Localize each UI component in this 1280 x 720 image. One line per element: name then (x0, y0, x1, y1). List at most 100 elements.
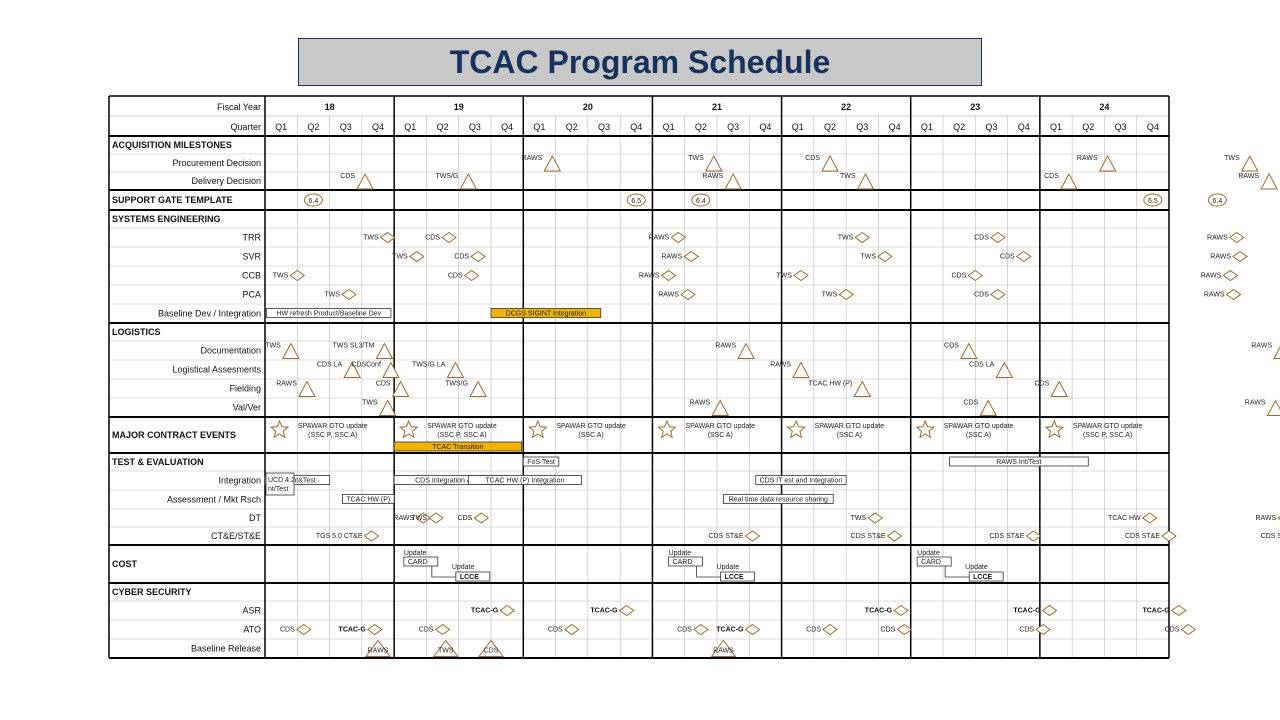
milestone-label: CDS (1019, 627, 1034, 634)
contract-label: (SSC A) (837, 432, 862, 439)
contract-label: (SSC A) (708, 432, 733, 439)
milestone-diamond (428, 512, 444, 524)
milestone-label: RAWS (658, 292, 679, 299)
contract-label: SPAWAR GTO update (815, 423, 885, 430)
gate-label: 6.5 (1148, 198, 1158, 205)
milestone-label: TWS/G (445, 381, 468, 388)
bar-label: RAWS Int/Test (996, 459, 1041, 466)
row-label: TRR (243, 233, 262, 243)
milestone-label: CDS (1044, 173, 1059, 180)
quarter-header: Q2 (953, 122, 965, 132)
schedule-bar (266, 308, 392, 318)
bar-label: 4.7 Int&Test (279, 478, 316, 485)
milestone-label: RAWS (1251, 343, 1272, 350)
quarter-header: Q4 (889, 122, 901, 132)
contract-label: SPAWAR GTO update (944, 423, 1014, 430)
schedule-bar (490, 308, 602, 318)
milestone-diamond (990, 288, 1006, 301)
release-triangle (432, 639, 459, 657)
row-label: ATO (243, 625, 261, 635)
row-label: PCA (242, 290, 261, 300)
milestone-triangle (1240, 154, 1259, 172)
milestone-diamond (683, 250, 700, 263)
milestone-label: TCAC-G (716, 627, 744, 634)
schedule-bar (264, 475, 330, 485)
card-box (668, 556, 703, 567)
contract-label: (SSC P, SSC A) (1083, 432, 1132, 439)
contract-label: (SSC P, SSC A) (437, 432, 486, 439)
milestone-label: TWS (860, 254, 876, 261)
milestone-diamond (744, 623, 761, 636)
year-label: 19 (454, 102, 464, 112)
milestone-label: RAWS (1077, 155, 1098, 162)
milestone-label: TWS (822, 292, 838, 299)
page-title: TCAC Program Schedule (449, 43, 831, 80)
milestone-label: TCAC-G (339, 627, 367, 634)
milestone-triangle (821, 154, 839, 172)
contract-label: SPAWAR GTO update (298, 423, 368, 430)
milestone-triangle (281, 342, 300, 359)
milestone-triangle (446, 361, 465, 378)
contract-star (528, 419, 548, 439)
row-label: Procurement Decision (172, 158, 261, 168)
milestone-label: TWS (838, 235, 854, 242)
milestone-label: RAWS (1255, 515, 1276, 522)
quarter-header: Q3 (469, 122, 481, 132)
milestone-label: CDS ST&E (1261, 533, 1280, 540)
milestone-label: CDSConf (351, 362, 381, 369)
milestone-diamond (886, 530, 903, 542)
section-label: SYSTEMS ENGINEERING (112, 214, 221, 224)
milestone-label: TWS (776, 273, 792, 280)
milestone-label: TCAC-G (471, 608, 499, 615)
year-label: 18 (325, 102, 335, 112)
release-label: RAWS (713, 648, 734, 655)
milestone-diamond (415, 512, 432, 524)
milestone-triangle (979, 399, 998, 416)
lcce-box (720, 571, 755, 582)
bar-label: CDS IT est and Integration (760, 478, 843, 485)
year-label: 22 (841, 102, 851, 112)
milestone-triangle (1098, 154, 1117, 172)
cost-arrow (696, 566, 721, 578)
milestone-label: CDS (548, 627, 563, 634)
row-label: ASR (242, 606, 261, 616)
milestone-label: CDS (952, 273, 967, 280)
milestone-diamond (1222, 269, 1239, 282)
milestone-triangle (1050, 380, 1069, 397)
milestone-diamond (289, 269, 306, 282)
cost-update-label: Update (965, 564, 988, 571)
section-label: COST (112, 559, 138, 569)
milestone-label: CDS (963, 400, 978, 407)
milestone-label: TWS (412, 515, 428, 522)
milestone-label: RAWS (689, 400, 710, 407)
quarter-header: Q4 (1018, 122, 1030, 132)
milestone-label: CDS (677, 627, 692, 634)
milestone-triangle (459, 172, 478, 190)
section-label: TEST & EVALUATION (112, 457, 204, 467)
milestone-label: TWS (363, 235, 379, 242)
milestone-label: CDS (944, 343, 959, 350)
milestone-label: CDS LA (969, 362, 995, 369)
milestone-triangle (959, 342, 978, 359)
quarter-header: Q1 (792, 122, 804, 132)
gate-label: 6.4 (696, 198, 706, 205)
milestone-triangle (737, 342, 755, 359)
gate-oval (1143, 193, 1163, 207)
lcce-label: LCCE (460, 574, 479, 581)
milestone-triangle (1260, 172, 1278, 190)
year-label: 20 (583, 102, 593, 112)
milestone-label: RAWS (276, 381, 297, 388)
gate-oval (691, 193, 711, 207)
milestone-diamond (670, 231, 687, 244)
milestone-diamond (1161, 530, 1177, 542)
schedule-bar (522, 456, 560, 467)
milestone-label: RAWS (702, 173, 723, 180)
contract-star (269, 419, 290, 439)
milestone-label: CDS (1000, 254, 1015, 261)
milestone-label: CDS LA (317, 362, 343, 369)
contract-label: SPAWAR GTO update (427, 423, 497, 430)
quarter-header: Q2 (437, 122, 449, 132)
card-label: CARD (921, 559, 941, 566)
schedule-bar (393, 441, 523, 452)
milestone-label: RAWS (649, 235, 670, 242)
